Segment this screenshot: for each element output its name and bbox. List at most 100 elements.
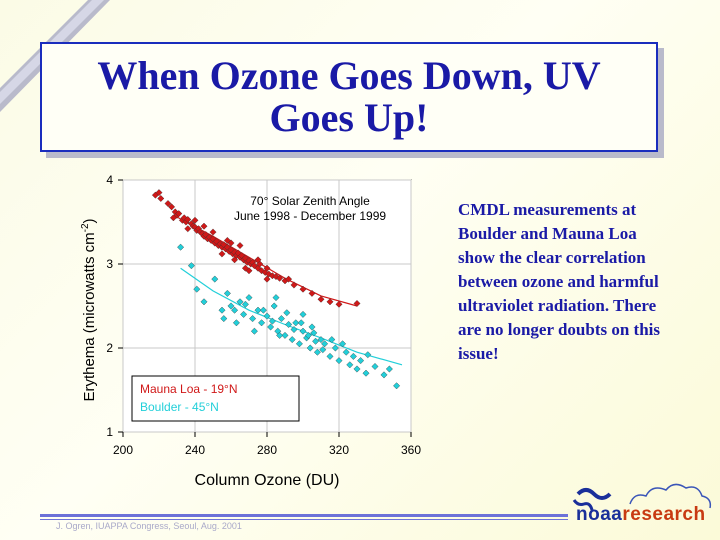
data-point-boulder: [250, 327, 258, 335]
data-point-mauna-loa: [168, 203, 176, 211]
data-point-boulder: [335, 357, 343, 365]
x-tick-label: 200: [113, 443, 133, 457]
data-point-mauna-loa: [155, 189, 163, 197]
noaa-research-logo: noaaresearch: [576, 504, 706, 526]
footer-rule: [40, 514, 568, 517]
logo-noaa-text: noaa: [576, 504, 623, 525]
data-point-mauna-loa: [326, 298, 334, 306]
data-point-mauna-loa: [184, 225, 192, 233]
data-point-boulder: [292, 319, 300, 327]
data-point-mauna-loa: [276, 274, 284, 282]
data-point-boulder: [277, 315, 285, 323]
y-tick-label: 2: [106, 341, 113, 355]
data-point-boulder: [281, 331, 289, 339]
data-point-boulder: [220, 315, 228, 323]
data-point-boulder: [319, 346, 327, 354]
scatter-chart: 200 240 280 320 360 1 2 3 4 70° Solar Zenith Ang…: [80, 173, 421, 489]
data-point-boulder: [353, 365, 361, 373]
data-point-mauna-loa: [263, 275, 271, 283]
data-point-boulder: [290, 326, 298, 334]
data-point-boulder: [357, 357, 365, 365]
data-point-boulder: [200, 298, 208, 306]
y-axis-label-sup: -2: [80, 223, 91, 232]
data-point-mauna-loa: [308, 289, 316, 297]
data-point-mauna-loa: [335, 300, 343, 308]
data-point-boulder: [362, 369, 370, 377]
y-tick-label: 1: [106, 425, 113, 439]
data-point-mauna-loa: [169, 214, 177, 222]
data-point-boulder: [223, 289, 231, 297]
data-point-boulder: [308, 323, 316, 331]
data-point-mauna-loa: [164, 200, 172, 208]
data-point-boulder: [218, 306, 226, 314]
data-point-boulder: [313, 348, 321, 356]
data-point-mauna-loa: [254, 256, 262, 264]
data-point-boulder: [299, 310, 307, 318]
y-axis-label: Erythema (microwatts cm-2): [80, 218, 98, 401]
data-point-boulder: [380, 371, 388, 379]
footer-credit: J. Ogren, IUAPPA Congress, Seoul, Aug. 2…: [56, 521, 242, 531]
data-point-mauna-loa: [241, 264, 249, 272]
data-point-boulder: [331, 344, 339, 352]
title-box: When Ozone Goes Down, UV Goes Up!: [40, 42, 658, 152]
noaa-logo-graphic: [572, 483, 712, 511]
footer-rule-thin: [40, 519, 568, 520]
data-point-boulder: [263, 312, 271, 320]
data-point-boulder: [317, 336, 325, 344]
slide-title: When Ozone Goes Down, UV Goes Up!: [97, 53, 601, 140]
data-point-mauna-loa: [218, 250, 226, 258]
data-point-boulder: [254, 306, 262, 314]
data-point-mauna-loa: [157, 194, 165, 202]
data-point-mauna-loa: [353, 299, 361, 307]
chart-annotation-line2: June 1998 - December 1999: [234, 209, 386, 223]
x-tick-label: 320: [329, 443, 349, 457]
data-point-boulder: [240, 310, 248, 318]
y-axis-label-main: Erythema (microwatts cm: [81, 232, 98, 401]
x-tick-label: 240: [185, 443, 205, 457]
data-point-boulder: [326, 352, 334, 360]
legend-entry-boulder: Boulder - 45°N: [140, 400, 219, 414]
data-point-boulder: [339, 340, 347, 348]
data-point-boulder: [364, 351, 372, 359]
data-point-boulder: [232, 319, 240, 327]
data-point-boulder: [304, 331, 312, 339]
data-point-mauna-loa: [223, 236, 231, 244]
data-point-mauna-loa: [184, 215, 192, 223]
slide-caption: CMDL measurements at Boulder and Mauna L…: [458, 200, 660, 363]
data-point-boulder: [177, 243, 185, 251]
fit-curve-1: [180, 267, 403, 366]
logo-research-text: research: [622, 504, 706, 525]
data-point-mauna-loa: [272, 273, 280, 281]
data-point-mauna-loa: [200, 222, 208, 230]
data-point-boulder: [267, 323, 275, 331]
data-point-boulder: [393, 382, 401, 390]
data-point-boulder: [342, 348, 350, 356]
data-point-boulder: [295, 340, 303, 348]
data-point-boulder: [385, 365, 393, 373]
data-point-mauna-loa: [191, 216, 199, 224]
data-point-boulder: [299, 327, 307, 335]
legend-box: [131, 375, 300, 422]
data-point-boulder: [288, 336, 296, 344]
data-point-boulder: [193, 285, 201, 293]
y-axis-label-end: ): [81, 218, 98, 223]
legend: Mauna Loa - 19°N Boulder - 45°N: [131, 375, 300, 422]
data-point-boulder: [321, 340, 329, 348]
data-point-boulder: [259, 306, 267, 314]
data-point-boulder: [276, 331, 284, 339]
axis-ticks: 200 240 280 320 360 1 2 3 4: [106, 173, 421, 457]
chart-annotation-line1: 70° Solar Zenith Angle: [250, 194, 370, 208]
data-point-boulder: [272, 294, 280, 302]
data-point-boulder: [285, 320, 293, 328]
data-point-boulder: [268, 317, 276, 325]
data-point-boulder: [258, 319, 266, 327]
data-point-mauna-loa: [299, 285, 307, 293]
data-point-boulder: [328, 336, 336, 344]
y-tick-label: 3: [106, 257, 113, 271]
data-point-mauna-loa: [317, 295, 325, 303]
data-point-mauna-loa: [175, 210, 183, 218]
data-point-boulder: [270, 302, 278, 310]
data-point-boulder: [346, 361, 354, 369]
data-point-mauna-loa: [263, 264, 271, 272]
data-point-boulder: [227, 302, 235, 310]
